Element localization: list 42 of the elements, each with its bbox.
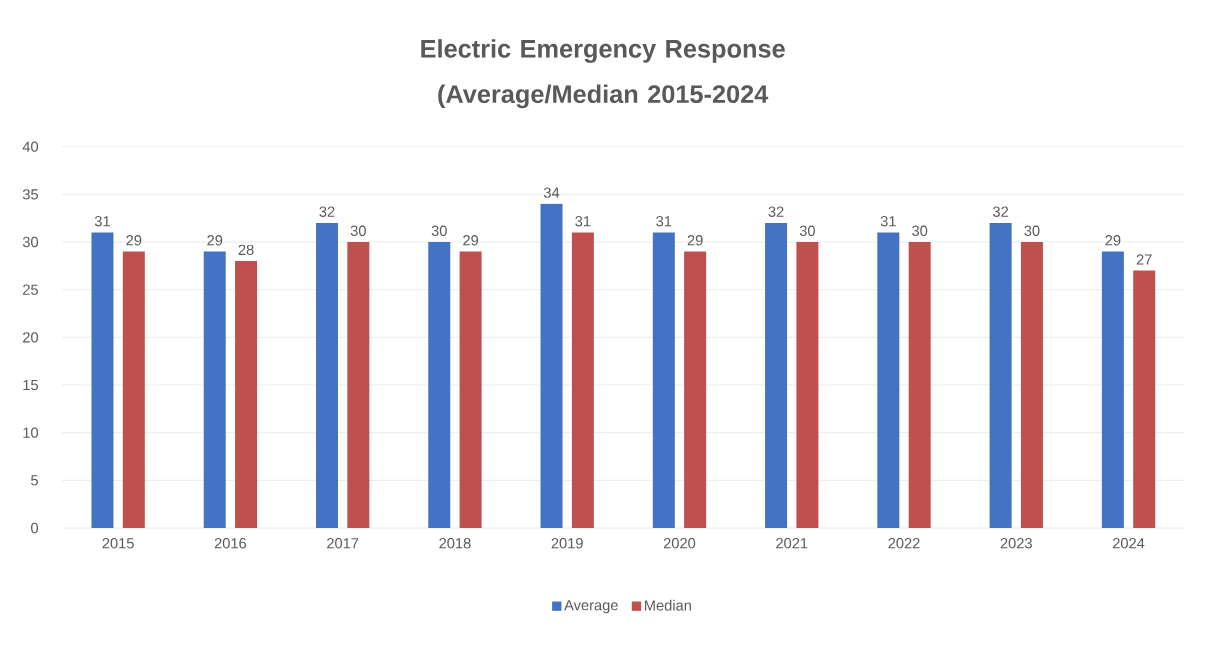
x-tick-label: 2018 (439, 538, 471, 549)
data-label: 31 (94, 216, 110, 227)
chart-title: Electric Emergency Response (Average/Median 2015-2024 (421, 39, 785, 109)
x-tick-label: 2015 (102, 538, 134, 549)
data-label: 30 (350, 225, 366, 236)
data-label: 29 (1105, 235, 1121, 246)
y-tick-label: 35 (22, 189, 38, 200)
x-tick-label: 2016 (214, 538, 247, 549)
x-tick-label: 2024 (1112, 538, 1145, 549)
data-label: 29 (207, 235, 223, 246)
data-label: 30 (431, 225, 447, 236)
data-label: 32 (319, 206, 335, 217)
x-tick-label: 2021 (776, 538, 808, 549)
data-label: 32 (768, 206, 784, 217)
y-tick-label: 40 (22, 141, 39, 152)
y-tick-label: 10 (23, 427, 39, 438)
data-label: 30 (1024, 225, 1040, 236)
data-label: 30 (799, 225, 815, 236)
y-tick-label: 20 (23, 332, 39, 343)
data-label: 29 (687, 235, 703, 246)
data-label: 31 (880, 216, 896, 227)
x-tick-label: 2019 (551, 538, 583, 549)
y-tick-label: 25 (23, 284, 38, 295)
x-tick-label: 2017 (327, 538, 359, 549)
data-label: 28 (238, 244, 254, 256)
legend-label: Average (564, 600, 618, 614)
data-label: 29 (126, 235, 142, 246)
x-tick-label: 2022 (888, 538, 920, 549)
legend-label: Median (645, 599, 691, 611)
y-tick-label: 5 (31, 475, 38, 486)
data-label: 31 (575, 216, 591, 227)
x-tick-label: 2023 (1000, 538, 1032, 549)
y-tick-label: 15 (23, 379, 38, 391)
y-tick-label: 30 (22, 236, 39, 248)
data-label: 30 (912, 225, 928, 236)
data-label: 29 (463, 235, 479, 246)
x-tick-label: 2020 (663, 538, 696, 549)
data-label: 34 (543, 187, 560, 198)
data-label: 32 (993, 206, 1009, 217)
y-tick-label: 0 (31, 522, 39, 534)
data-label: 27 (1136, 254, 1152, 265)
data-label: 31 (656, 216, 672, 227)
